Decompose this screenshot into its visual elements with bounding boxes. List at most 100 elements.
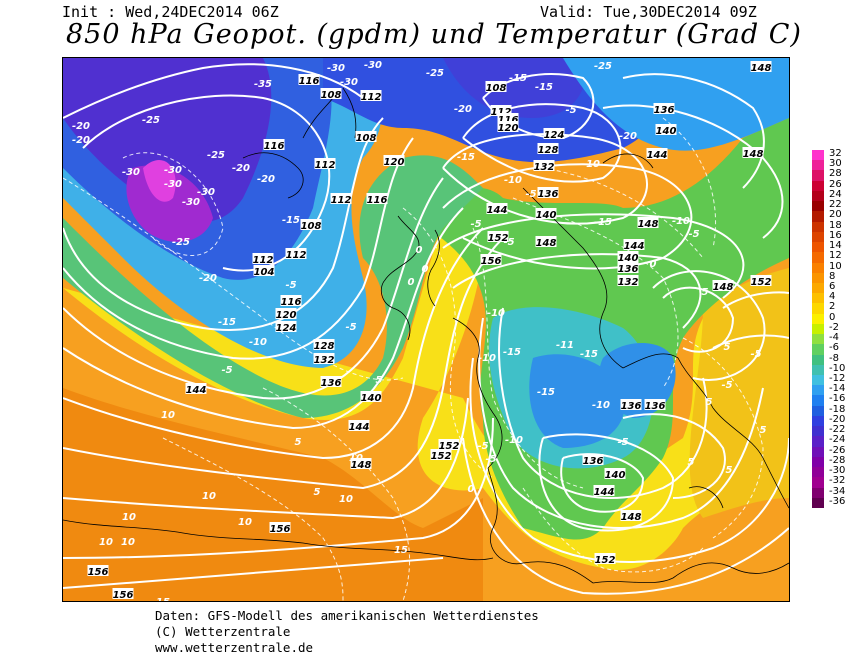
temperature-label: -25 [426,68,444,79]
svg-text:148: 148 [743,149,764,160]
legend-swatch [812,467,824,478]
svg-text:-20: -20 [232,163,250,174]
temperature-label: 0 [650,259,657,270]
geopotential-label: 116 [263,139,285,152]
svg-text:152: 152 [751,277,772,288]
geopotential-label: 120 [383,155,405,168]
geopotential-label: 108 [485,81,507,94]
svg-text:-30: -30 [340,77,358,88]
legend-label: 8 [829,270,836,282]
init-time: Init : Wed,24DEC2014 06Z [62,3,279,21]
svg-text:10: 10 [202,491,216,502]
svg-text:-10: -10 [505,435,523,446]
svg-text:-20: -20 [454,104,472,115]
svg-text:-15: -15 [580,349,598,360]
north-purple-field [443,58,586,118]
legend-label: -36 [829,495,846,507]
svg-text:108: 108 [486,83,507,94]
geopotential-label: 132 [533,160,555,173]
legend-swatch [812,426,824,437]
svg-text:148: 148 [621,512,642,523]
geopotential-label: 132 [617,275,639,288]
legend-label: 26 [829,178,842,190]
legend-swatch [812,477,824,489]
svg-text:-10: -10 [582,159,600,170]
coastlines [63,87,789,584]
geopotential-label: 116 [298,74,320,87]
geopotential-label: 104 [253,265,275,278]
legend-label: -18 [829,403,846,415]
geopotential-label: 140 [604,468,626,481]
geopotential-label: 152 [594,553,616,566]
geopotential-label: 140 [655,124,677,137]
legend-swatch [812,262,824,274]
svg-text:5: 5 [702,287,709,298]
svg-text:148: 148 [536,238,557,249]
legend-swatch [812,231,824,243]
map-title: 850 hPa Geopot. (gpdm) und Temperatur (G… [66,19,802,50]
geopotential-label: 136 [653,103,675,116]
svg-text:-15: -15 [537,387,555,398]
temperature-label: 5 [702,287,709,298]
legend-swatch [812,282,824,294]
geopotential-label: 136 [582,454,604,467]
temperature-label: -5 [688,229,699,240]
svg-text:-35: -35 [254,79,272,90]
temperature-label: -5 [485,454,496,465]
geopotential-label: 116 [280,295,302,308]
temperature-label: 0 [422,264,429,275]
svg-text:5: 5 [376,375,383,386]
svg-text:-30: -30 [182,197,200,208]
temperature-label: -15 [580,349,598,360]
geopotential-label: 156 [480,254,502,267]
temperature-label: -15 [535,82,553,93]
temperature-label: -30 [327,63,345,74]
svg-text:0: 0 [650,259,657,270]
legend-swatch [812,334,824,345]
svg-text:144: 144 [349,422,370,433]
temperature-label: -15 [218,317,236,328]
svg-text:-10: -10 [672,216,690,227]
svg-text:112: 112 [491,107,512,118]
geopotential-label: 148 [637,217,659,230]
svg-text:-5: -5 [525,189,536,200]
temperature-label: -10 [672,216,690,227]
legend-label: -8 [829,352,839,364]
svg-text:-30: -30 [164,179,182,190]
legend-swatch [812,385,824,396]
geopotential-label: 148 [712,280,734,293]
temperature-label: -15 [282,215,300,226]
legend-label: 32 [829,148,842,159]
temperature-legend [812,150,824,509]
svg-text:5: 5 [760,425,767,436]
svg-text:152: 152 [595,555,616,566]
geopotential-label: 128 [537,143,559,156]
svg-text:-20: -20 [72,121,90,132]
svg-text:-25: -25 [172,237,190,248]
legend-swatch [812,323,824,335]
legend-swatch [812,303,824,315]
temperature-label: 5 [724,342,731,353]
svg-text:136: 136 [618,264,639,275]
geopotential-label: 148 [535,236,557,249]
svg-text:-20: -20 [619,131,637,142]
temperature-label: -5 [503,237,514,248]
legend-label: -16 [829,393,846,405]
temperature-label: -10 [487,308,505,319]
svg-text:10: 10 [161,410,175,421]
geopotential-label: 148 [750,61,772,74]
svg-text:116: 116 [264,141,285,152]
legend-swatch [812,456,824,468]
temperature-label: 5 [376,375,383,386]
temperature-label: -11 [556,340,574,351]
svg-text:152: 152 [488,233,509,244]
svg-text:132: 132 [534,162,555,173]
legend-swatch [812,436,824,448]
legend-label: 12 [829,250,842,262]
svg-text:-15: -15 [594,217,612,228]
svg-text:-30: -30 [197,187,215,198]
temperature-label: -35 [254,79,272,90]
legend-label: 2 [829,301,836,313]
legend-label: 28 [829,168,842,180]
